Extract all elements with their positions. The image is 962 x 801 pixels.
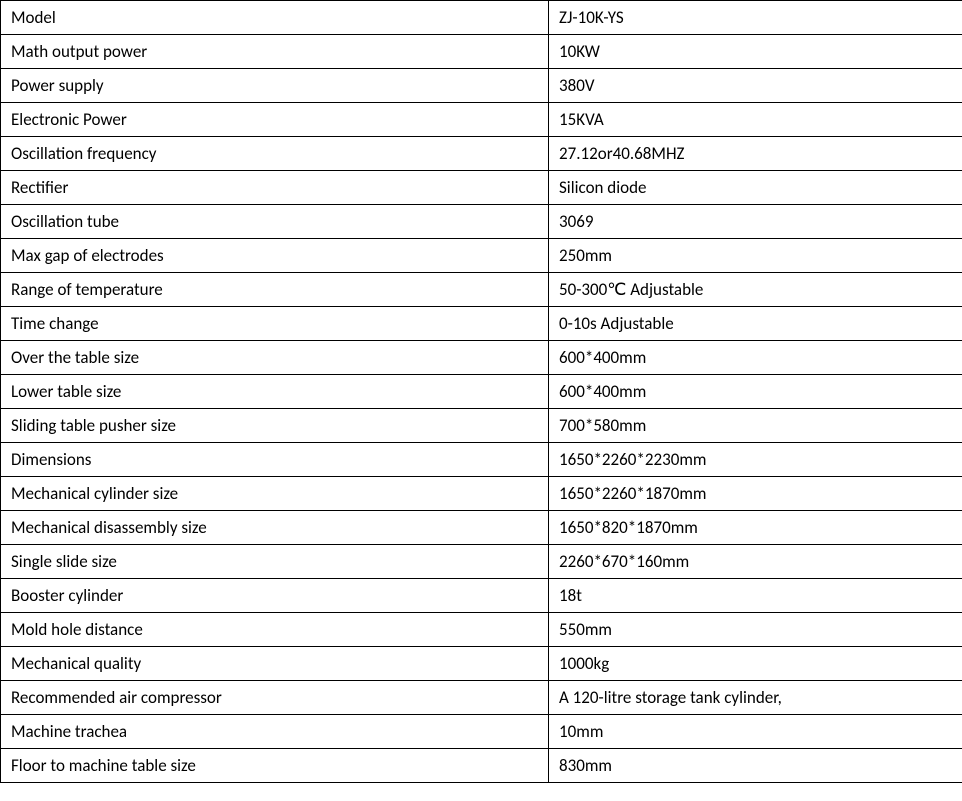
spec-label: Machine trachea <box>1 715 549 749</box>
spec-label: Single slide size <box>1 545 549 579</box>
spec-value: 3069 <box>549 205 962 239</box>
table-row: Model ZJ-10K-YS <box>1 1 962 35</box>
table-row: Mechanical cylinder size 1650*2260*1870m… <box>1 477 962 511</box>
spec-label: Mold hole distance <box>1 613 549 647</box>
spec-label: Rectifier <box>1 171 549 205</box>
spec-value: ZJ-10K-YS <box>549 1 962 35</box>
spec-value: 10mm <box>549 715 962 749</box>
table-row: Floor to machine table size 830mm <box>1 749 962 783</box>
spec-label: Time change <box>1 307 549 341</box>
spec-value: 27.12or40.68MHZ <box>549 137 962 171</box>
spec-label: Range of temperature <box>1 273 549 307</box>
table-row: Math output power 10KW <box>1 35 962 69</box>
spec-value: 550mm <box>549 613 962 647</box>
spec-value: 250mm <box>549 239 962 273</box>
table-body: Model ZJ-10K-YS Math output power 10KW P… <box>1 1 962 783</box>
spec-label: Oscillation frequency <box>1 137 549 171</box>
table-row: Oscillation frequency 27.12or40.68MHZ <box>1 137 962 171</box>
table-row: Mold hole distance 550mm <box>1 613 962 647</box>
table-row: Over the table size 600*400mm <box>1 341 962 375</box>
spec-value: 1000kg <box>549 647 962 681</box>
spec-value: 600*400mm <box>549 375 962 409</box>
spec-value: 1650*2260*2230mm <box>549 443 962 477</box>
spec-label: Max gap of electrodes <box>1 239 549 273</box>
spec-label: Math output power <box>1 35 549 69</box>
spec-label: Electronic Power <box>1 103 549 137</box>
spec-label: Power supply <box>1 69 549 103</box>
spec-label: Sliding table pusher size <box>1 409 549 443</box>
table-row: Rectifier Silicon diode <box>1 171 962 205</box>
table-row: Max gap of electrodes 250mm <box>1 239 962 273</box>
spec-value: 50-300℃ Adjustable <box>549 273 962 307</box>
spec-value: 380V <box>549 69 962 103</box>
spec-label: Floor to machine table size <box>1 749 549 783</box>
spec-label: Booster cylinder <box>1 579 549 613</box>
spec-label: Mechanical disassembly size <box>1 511 549 545</box>
table-row: Single slide size 2260*670*160mm <box>1 545 962 579</box>
spec-value: 0-10s Adjustable <box>549 307 962 341</box>
spec-label: Mechanical quality <box>1 647 549 681</box>
spec-label: Model <box>1 1 549 35</box>
table-row: Power supply 380V <box>1 69 962 103</box>
spec-label: Oscillation tube <box>1 205 549 239</box>
spec-label: Recommended air compressor <box>1 681 549 715</box>
spec-label: Over the table size <box>1 341 549 375</box>
spec-value: 1650*2260*1870mm <box>549 477 962 511</box>
spec-value: 18t <box>549 579 962 613</box>
specifications-table: Model ZJ-10K-YS Math output power 10KW P… <box>0 0 962 783</box>
spec-value: 1650*820*1870mm <box>549 511 962 545</box>
table-row: Machine trachea 10mm <box>1 715 962 749</box>
table-row: Time change 0-10s Adjustable <box>1 307 962 341</box>
table-row: Dimensions 1650*2260*2230mm <box>1 443 962 477</box>
table-row: Lower table size 600*400mm <box>1 375 962 409</box>
spec-label: Dimensions <box>1 443 549 477</box>
table-row: Mechanical disassembly size 1650*820*187… <box>1 511 962 545</box>
spec-value: Silicon diode <box>549 171 962 205</box>
table-row: Mechanical quality 1000kg <box>1 647 962 681</box>
spec-value: 2260*670*160mm <box>549 545 962 579</box>
table-row: Sliding table pusher size 700*580mm <box>1 409 962 443</box>
spec-value: 700*580mm <box>549 409 962 443</box>
table-row: Oscillation tube 3069 <box>1 205 962 239</box>
table-row: Range of temperature 50-300℃ Adjustable <box>1 273 962 307</box>
table-row: Booster cylinder 18t <box>1 579 962 613</box>
table-row: Recommended air compressor A 120-litre s… <box>1 681 962 715</box>
spec-label: Mechanical cylinder size <box>1 477 549 511</box>
spec-value: 830mm <box>549 749 962 783</box>
spec-label: Lower table size <box>1 375 549 409</box>
spec-value: 15KVA <box>549 103 962 137</box>
spec-value: 10KW <box>549 35 962 69</box>
table-row: Electronic Power 15KVA <box>1 103 962 137</box>
spec-value: 600*400mm <box>549 341 962 375</box>
spec-value: A 120-litre storage tank cylinder, <box>549 681 962 715</box>
